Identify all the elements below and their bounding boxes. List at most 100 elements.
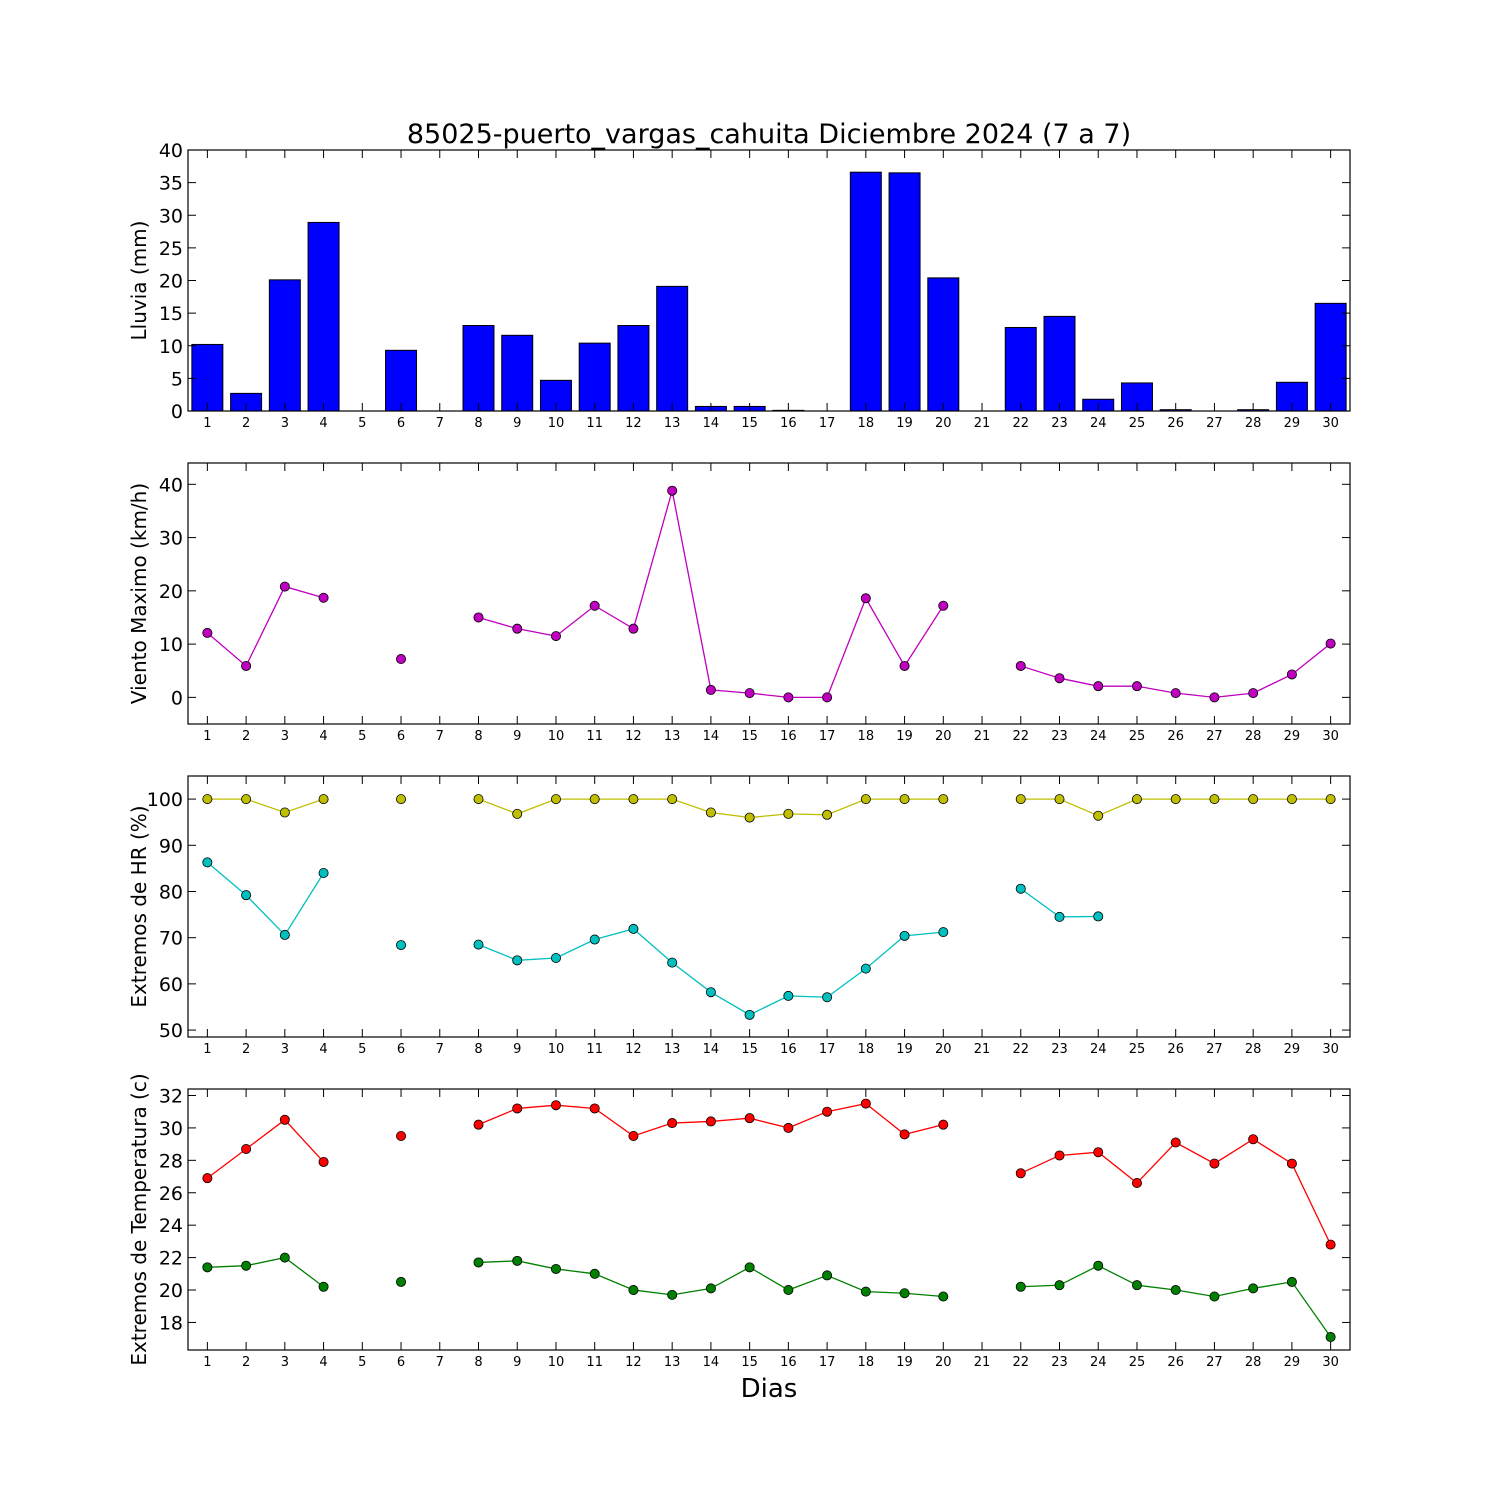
- bar-day-4: [307, 221, 340, 412]
- point-s1-day-12: [628, 794, 639, 805]
- x-tick-label: 13: [664, 416, 681, 431]
- x-tick-label: 17: [819, 729, 836, 744]
- x-tick-label: 18: [858, 1042, 875, 1057]
- x-tick-label: 18: [858, 416, 875, 431]
- point-s1-day-10: [550, 1100, 561, 1111]
- x-tick-label: 26: [1167, 729, 1184, 744]
- point-s1-day-25: [1131, 681, 1142, 692]
- bar-day-11: [578, 342, 611, 412]
- point-s1-day-6: [396, 654, 407, 665]
- x-tick-label: 11: [586, 729, 603, 744]
- x-tick-label: 13: [664, 1355, 681, 1370]
- point-s2-day-25: [1131, 1280, 1142, 1291]
- point-s1-day-1: [202, 1173, 213, 1184]
- point-s1-day-11: [589, 1103, 600, 1114]
- point-s1-day-26: [1170, 794, 1181, 805]
- point-s2-day-14: [705, 1283, 716, 1294]
- x-tick-label: 19: [896, 1355, 913, 1370]
- x-tick-label: 27: [1206, 416, 1223, 431]
- bar-day-6: [385, 349, 418, 412]
- x-tick-label: 14: [703, 416, 720, 431]
- point-s1-day-23: [1054, 1150, 1065, 1161]
- point-s1-day-9: [512, 808, 523, 819]
- point-s2-day-15: [744, 1262, 755, 1273]
- point-s2-day-9: [512, 1255, 523, 1266]
- point-s1-day-1: [202, 627, 213, 638]
- x-tick-label: 22: [1012, 729, 1029, 744]
- x-tick-label: 12: [625, 1355, 642, 1370]
- x-tick-label: 22: [1012, 416, 1029, 431]
- point-s1-day-16: [783, 692, 794, 703]
- y-tick-label: 25: [159, 238, 183, 260]
- y-tick-label: 28: [159, 1150, 183, 1172]
- point-s2-day-22: [1015, 1281, 1026, 1292]
- x-tick-label: 10: [548, 729, 565, 744]
- point-s2-day-19: [899, 1288, 910, 1299]
- x-tick-label: 1: [203, 729, 211, 744]
- x-tick-label: 7: [436, 1355, 444, 1370]
- y-tick-label: 20: [159, 271, 183, 293]
- bar-day-13: [656, 285, 689, 412]
- y-axis-label: Lluvia (mm): [127, 221, 151, 341]
- point-s1-day-8: [473, 612, 484, 623]
- point-s1-day-27: [1209, 1158, 1220, 1169]
- y-tick-label: 70: [159, 928, 183, 950]
- y-tick-label: 20: [159, 1280, 183, 1302]
- bar-day-19: [888, 172, 921, 412]
- x-tick-label: 21: [974, 1042, 991, 1057]
- point-s2-day-9: [512, 955, 523, 966]
- point-s2-day-11: [589, 1268, 600, 1279]
- bar-day-20: [927, 277, 960, 412]
- point-s2-day-15: [744, 1009, 755, 1020]
- point-s1-day-25: [1131, 1178, 1142, 1189]
- point-s2-day-20: [938, 927, 949, 938]
- point-s2-day-26: [1170, 1285, 1181, 1296]
- x-tick-label: 9: [513, 729, 521, 744]
- point-s1-day-11: [589, 794, 600, 805]
- y-tick-label: 30: [159, 528, 183, 550]
- y-tick-label: 26: [159, 1183, 183, 1205]
- point-s1-day-16: [783, 1122, 794, 1133]
- y-tick-label: 18: [159, 1312, 183, 1334]
- point-s2-day-14: [705, 987, 716, 998]
- x-tick-label: 4: [319, 729, 327, 744]
- point-s1-day-3: [279, 807, 290, 818]
- point-s1-day-24: [1093, 1147, 1104, 1158]
- point-s1-day-19: [899, 794, 910, 805]
- x-axis-label: Dias: [741, 1374, 798, 1404]
- x-tick-label: 5: [358, 416, 366, 431]
- x-tick-label: 18: [858, 1355, 875, 1370]
- y-tick-label: 0: [171, 687, 183, 709]
- y-tick-label: 5: [171, 368, 183, 390]
- x-tick-label: 15: [741, 729, 758, 744]
- x-tick-label: 5: [358, 729, 366, 744]
- x-tick-label: 8: [474, 1042, 482, 1057]
- point-s1-day-9: [512, 623, 523, 634]
- x-tick-label: 15: [741, 416, 758, 431]
- point-s1-day-2: [241, 1143, 252, 1154]
- x-tick-label: 20: [935, 1042, 952, 1057]
- x-tick-label: 24: [1090, 1042, 1107, 1057]
- y-axis-label: Extremos de HR (%): [127, 805, 151, 1007]
- x-tick-label: 19: [896, 1042, 913, 1057]
- point-s1-day-9: [512, 1103, 523, 1114]
- point-s2-day-12: [628, 1285, 639, 1296]
- point-s1-day-3: [279, 581, 290, 592]
- x-tick-label: 1: [203, 1042, 211, 1057]
- point-s1-day-14: [705, 684, 716, 695]
- point-s1-day-18: [860, 1098, 871, 1109]
- bar-day-3: [268, 279, 301, 412]
- x-tick-label: 6: [397, 729, 405, 744]
- point-s1-day-26: [1170, 1137, 1181, 1148]
- point-s1-day-29: [1286, 1158, 1297, 1169]
- x-tick-label: 14: [703, 1355, 720, 1370]
- x-tick-label: 8: [474, 729, 482, 744]
- bar-day-18: [849, 171, 882, 412]
- point-s1-day-27: [1209, 692, 1220, 703]
- series-1-line: [206, 585, 324, 667]
- x-tick-label: 18: [858, 729, 875, 744]
- point-s1-day-20: [938, 1119, 949, 1130]
- point-s1-day-10: [550, 794, 561, 805]
